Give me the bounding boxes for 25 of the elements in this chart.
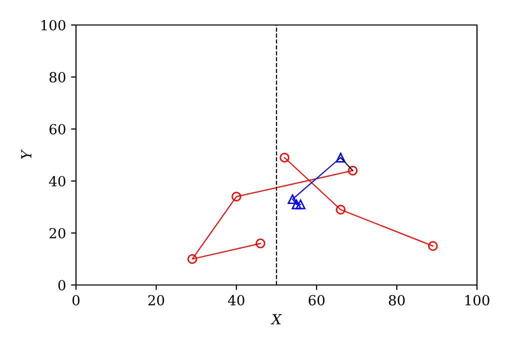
x-tick-label: 80: [388, 294, 405, 306]
x-tick-label: 20: [148, 294, 164, 306]
point: [280, 152, 290, 162]
x-tick-label: 40: [228, 294, 244, 306]
x-tick-label: 0: [72, 294, 80, 306]
x-tick-label: 60: [308, 294, 325, 306]
x-tick-label: 100: [465, 294, 490, 306]
point: [348, 166, 358, 176]
y-tick-label: 100: [41, 20, 66, 30]
point: [428, 241, 438, 251]
point: [336, 204, 346, 214]
point: [232, 192, 242, 202]
y-tick-label: 20: [50, 228, 66, 238]
point: [288, 194, 298, 204]
y-tick-label: 40: [49, 176, 66, 186]
point: [336, 152, 346, 162]
y-tick-label: 80: [50, 72, 66, 82]
point: [292, 200, 302, 210]
x-axis-title: X: [270, 314, 282, 324]
y-tick-label: 60: [50, 124, 66, 134]
point: [296, 200, 306, 210]
point: [256, 238, 266, 248]
point: [187, 254, 198, 264]
y-axis-title: Y: [21, 149, 32, 159]
y-tick-label: 0: [58, 280, 66, 290]
